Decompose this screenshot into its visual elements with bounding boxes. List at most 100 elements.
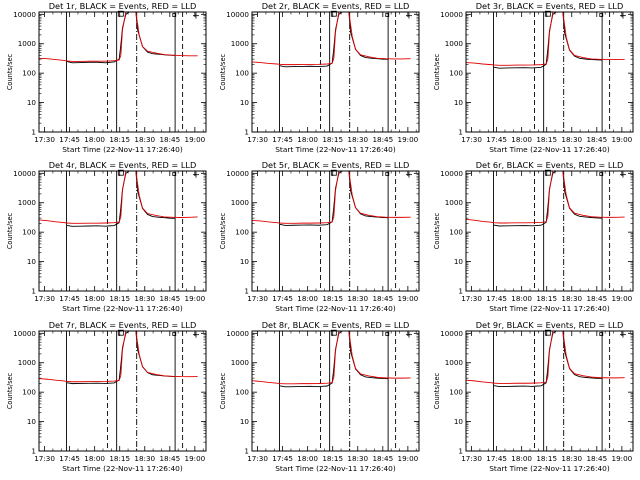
y-tick-label: 10 [27, 98, 37, 107]
square-marker [117, 169, 124, 176]
panel-title: Det 9r, BLACK = Events, RED = LLD [476, 320, 624, 330]
square-marker [330, 329, 337, 336]
y-tick-label: 10000 [13, 329, 36, 338]
panel-det-8: Det 8r, BLACK = Events, RED = LLD Counts/… [219, 320, 420, 473]
square-marker [544, 169, 551, 176]
panel-det-7: Det 7r, BLACK = Events, RED = LLD Counts/… [6, 320, 207, 473]
x-tick-label: 18:15 [322, 135, 343, 144]
x-tick-label: 18:00 [511, 135, 532, 144]
x-axis-label: Start Time (22-Nov-11 17:26:40) [62, 464, 183, 473]
lld-series-line [39, 331, 198, 383]
panel-frame [38, 11, 207, 133]
x-tick-label: 18:00 [297, 454, 318, 463]
panel-det-2: Det 2r, BLACK = Events, RED = LLD Counts/… [219, 1, 420, 154]
panel-frame [38, 170, 207, 292]
x-tick-label: 17:30 [34, 294, 55, 303]
x-tick-label: 18:15 [536, 294, 557, 303]
panel-frame [251, 11, 420, 133]
x-tick-label: 18:00 [84, 294, 105, 303]
y-tick-label: 10 [454, 98, 464, 107]
x-tick-label: 19:00 [398, 135, 419, 144]
x-tick-label: 18:45 [372, 135, 393, 144]
panel-title: Det 6r, BLACK = Events, RED = LLD [476, 160, 624, 170]
y-axis-label: Counts/sec [433, 372, 441, 409]
x-tick-label: 18:15 [536, 454, 557, 463]
x-tick-label: 18:45 [586, 454, 607, 463]
square-marker [544, 10, 551, 17]
x-tick-label: 17:30 [247, 454, 268, 463]
x-axis-label: Start Time (22-Nov-11 17:26:40) [275, 464, 396, 473]
x-tick-label: 18:45 [372, 294, 393, 303]
x-tick-label: 18:15 [536, 135, 557, 144]
x-tick-label: 19:00 [398, 294, 419, 303]
small-square-marker [172, 13, 177, 17]
x-tick-label: 18:30 [347, 454, 368, 463]
x-tick-label: 17:45 [272, 294, 293, 303]
y-tick-label: 100 [235, 69, 249, 78]
x-tick-label: 18:15 [109, 294, 130, 303]
x-tick-label: 18:15 [109, 454, 130, 463]
x-tick-label: 17:30 [247, 294, 268, 303]
small-square-marker [599, 172, 604, 176]
x-tick-label: 19:00 [185, 135, 206, 144]
panel-frame [465, 170, 634, 292]
y-axis-label: Counts/sec [6, 53, 14, 90]
x-tick-label: 17:30 [461, 135, 482, 144]
y-tick-label: 100 [22, 228, 36, 237]
panel-frame [465, 330, 634, 452]
x-tick-label: 18:30 [561, 294, 582, 303]
x-tick-label: 19:00 [612, 135, 633, 144]
panel-title: Det 3r, BLACK = Events, RED = LLD [476, 1, 624, 11]
x-tick-label: 18:00 [297, 294, 318, 303]
y-tick-label: 1 [31, 287, 36, 296]
x-tick-label: 17:30 [34, 135, 55, 144]
square-marker [330, 169, 337, 176]
lld-series-line [39, 12, 198, 62]
panel-title: Det 2r, BLACK = Events, RED = LLD [262, 1, 410, 11]
y-tick-label: 1 [458, 287, 463, 296]
x-axis-label: Start Time (22-Nov-11 17:26:40) [275, 145, 396, 154]
x-tick-label: 18:00 [84, 135, 105, 144]
x-tick-label: 17:30 [34, 454, 55, 463]
x-tick-label: 18:45 [159, 135, 180, 144]
x-tick-label: 17:45 [272, 454, 293, 463]
x-tick-label: 18:15 [322, 454, 343, 463]
y-tick-label: 1 [244, 128, 249, 137]
lld-series-line [252, 331, 411, 385]
lld-series-line [39, 171, 198, 224]
small-square-marker [599, 332, 604, 336]
y-tick-label: 100 [22, 69, 36, 78]
x-tick-label: 18:45 [159, 454, 180, 463]
y-axis-label: Counts/sec [433, 53, 441, 90]
lld-series-line [252, 171, 411, 224]
y-tick-label: 1000 [445, 358, 464, 367]
y-tick-label: 1 [458, 128, 463, 137]
panel-det-1: Det 1r, BLACK = Events, RED = LLD Counts/… [6, 1, 207, 154]
panel-frame [465, 11, 634, 133]
lld-series-line [466, 331, 625, 384]
x-tick-label: 18:00 [297, 135, 318, 144]
small-square-marker [172, 172, 177, 176]
square-marker [330, 10, 337, 17]
x-tick-label: 17:45 [59, 454, 80, 463]
x-tick-label: 17:45 [486, 135, 507, 144]
y-tick-label: 10 [454, 257, 464, 266]
x-tick-label: 18:45 [372, 454, 393, 463]
y-tick-label: 1000 [18, 358, 37, 367]
x-tick-label: 18:45 [586, 294, 607, 303]
x-tick-label: 17:45 [486, 454, 507, 463]
x-axis-label: Start Time (22-Nov-11 17:26:40) [62, 145, 183, 154]
y-tick-label: 100 [235, 228, 249, 237]
x-tick-label: 17:45 [59, 294, 80, 303]
x-tick-label: 19:00 [185, 294, 206, 303]
x-tick-label: 18:45 [159, 294, 180, 303]
y-tick-label: 10 [240, 257, 250, 266]
x-tick-label: 18:30 [561, 454, 582, 463]
y-axis-label: Counts/sec [219, 212, 227, 249]
panel-det-9: Det 9r, BLACK = Events, RED = LLD Counts/… [433, 320, 634, 473]
x-tick-label: 18:30 [347, 135, 368, 144]
panel-det-5: Det 5r, BLACK = Events, RED = LLD Counts/… [219, 160, 420, 313]
y-tick-label: 10000 [226, 10, 249, 19]
small-square-marker [599, 13, 604, 17]
